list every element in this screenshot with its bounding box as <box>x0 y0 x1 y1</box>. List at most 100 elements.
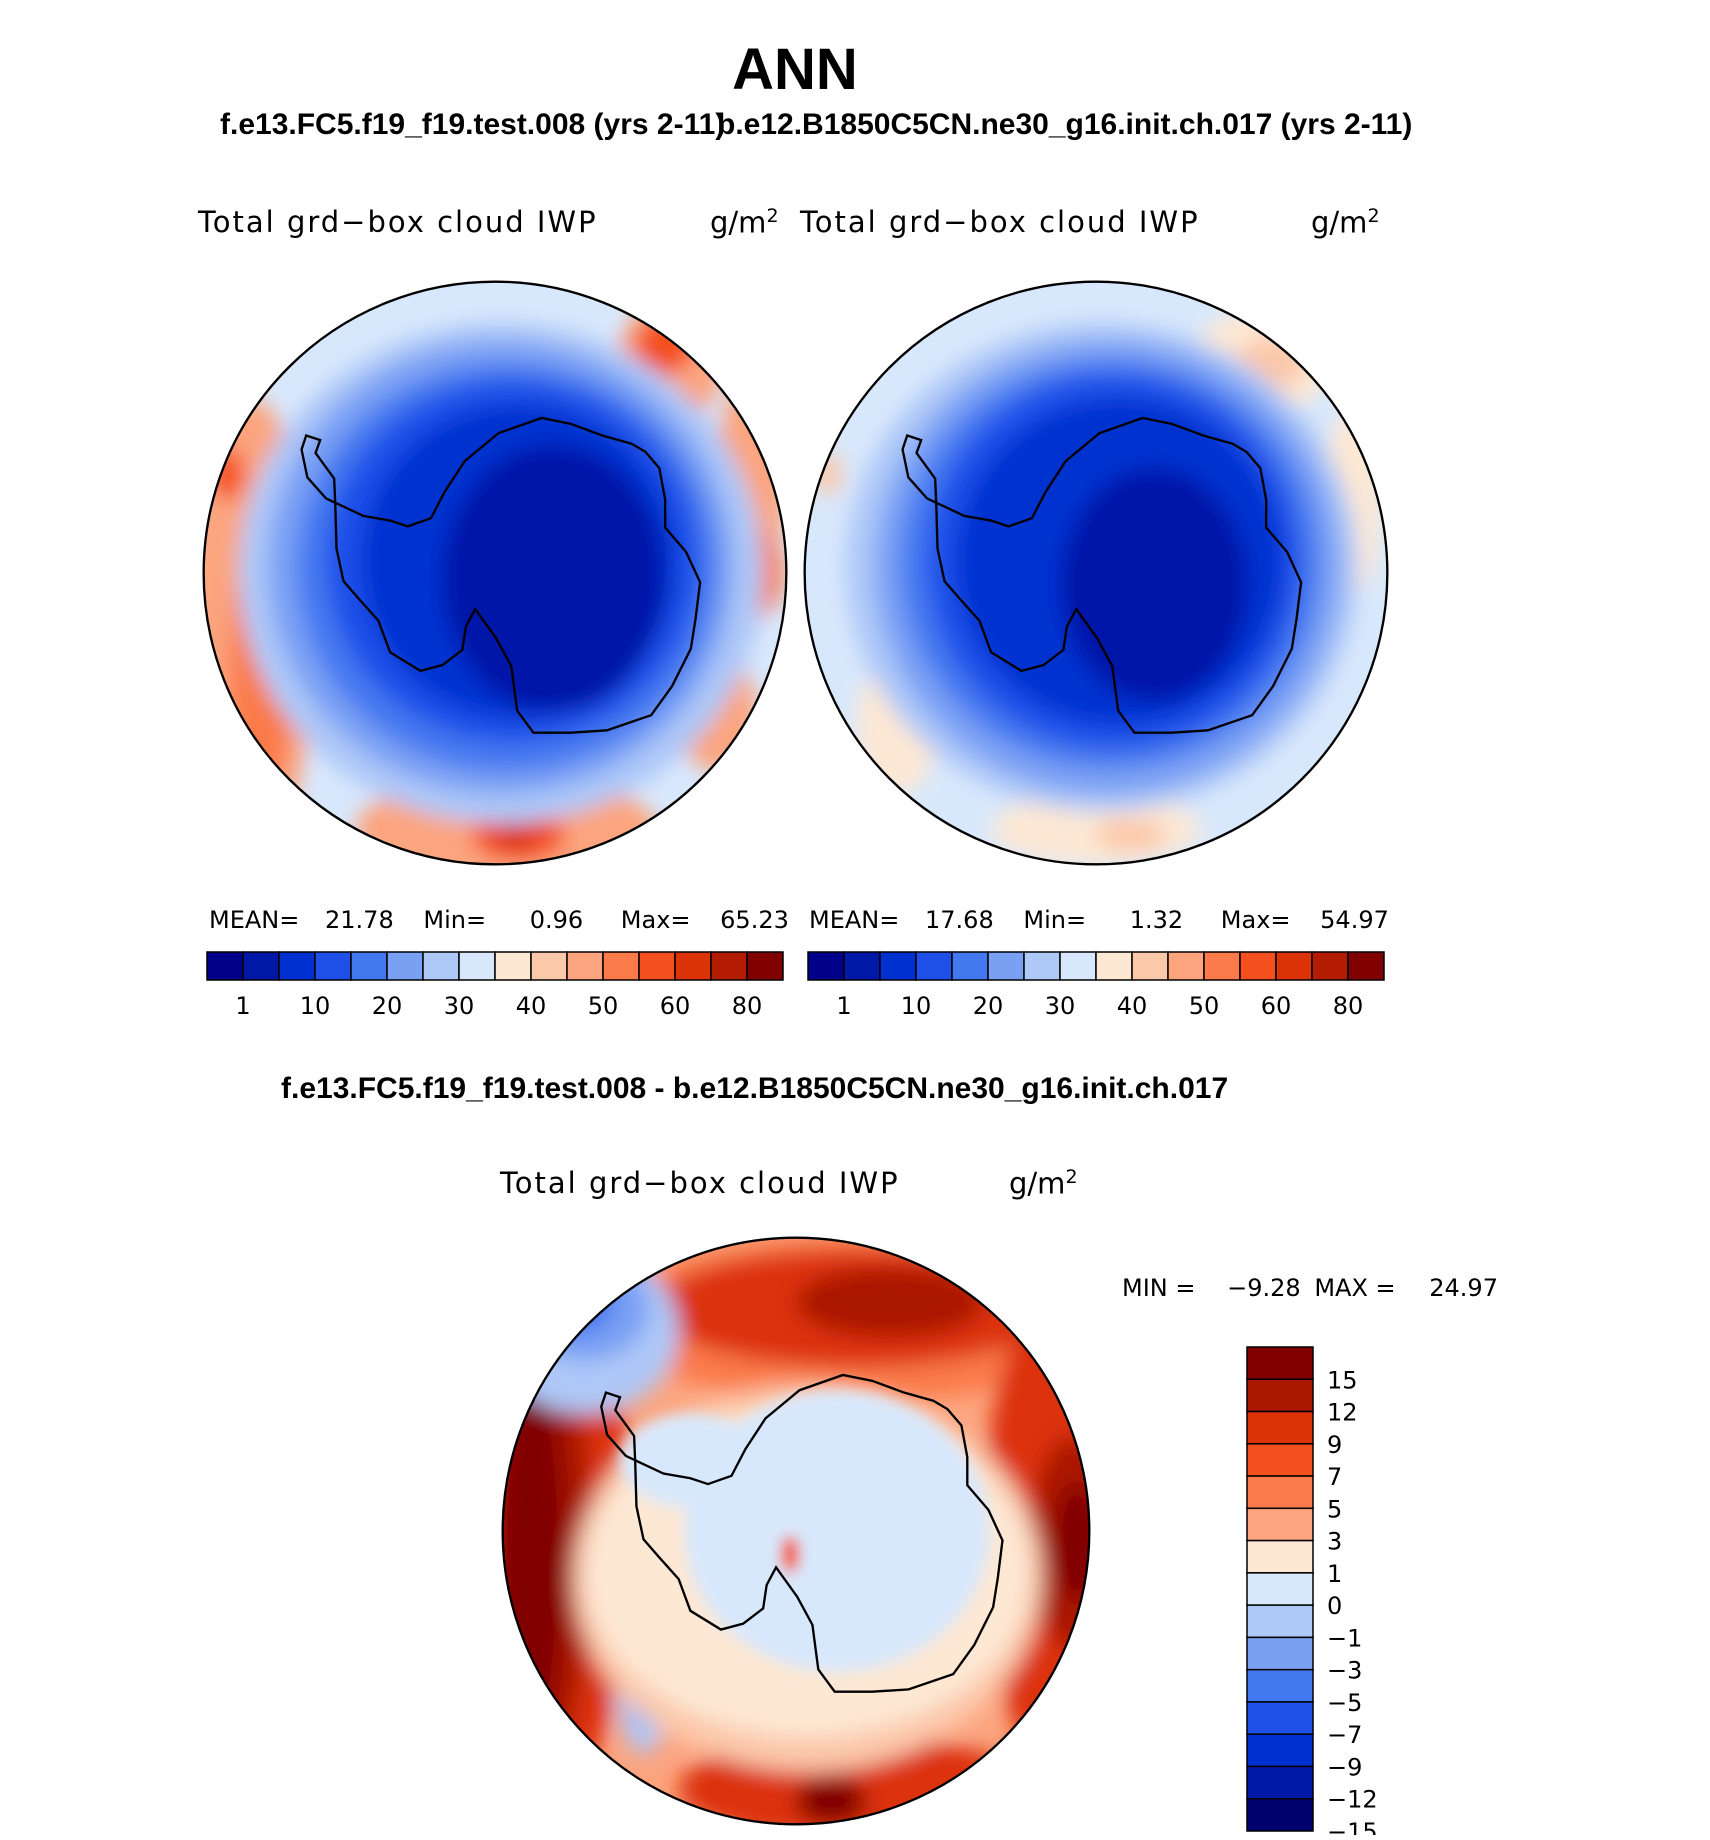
colorbar-0-tick-label: 60 <box>660 992 691 1020</box>
diff-unit: g/m2 <box>1009 1166 1078 1201</box>
map-test <box>202 280 788 866</box>
diff-variable-label: Total grd−box cloud IWP <box>500 1166 900 1200</box>
figure-title: ANN <box>732 37 858 102</box>
diff-colorbar-tick-label: −15 <box>1327 1818 1378 1835</box>
diff-colorbar-box-0 <box>1246 1346 1314 1381</box>
panel-2-min-label: Min= <box>1023 906 1087 934</box>
diff-colorbar-tick-label: −3 <box>1327 1657 1362 1685</box>
panel-2-variable-label: Total grd−box cloud IWP <box>800 205 1200 239</box>
diff-colorbar-tick-label: 1 <box>1327 1560 1342 1588</box>
colorbar-0-box-11 <box>602 951 640 981</box>
diff-colorbar-box-11 <box>1246 1701 1314 1735</box>
panel-2-max: 54.97 <box>1320 906 1389 934</box>
diff-colorbar-tick-label: 12 <box>1327 1399 1358 1427</box>
diff-colorbar-tick-label: 9 <box>1327 1431 1342 1459</box>
colorbar-1-tick-label: 80 <box>1333 992 1364 1020</box>
colorbar-0-box-0 <box>206 951 244 981</box>
diff-colorbar-tick-label: −12 <box>1327 1786 1378 1814</box>
diff-colorbar-tick-label: −5 <box>1327 1689 1362 1717</box>
colorbar-0-box-9 <box>530 951 568 981</box>
difference-title: f.e13.FC5.f19_f19.test.008 - b.e12.B1850… <box>281 1072 1229 1105</box>
diff-colorbar-box-12 <box>1246 1733 1314 1768</box>
diff-stats: MIN = −9.28 MAX = 24.97 <box>1122 1274 1498 1302</box>
colorbar-0-box-1 <box>242 951 280 981</box>
colorbar-1-box-11 <box>1203 951 1241 981</box>
panel-2-stats: MEAN= 17.68 Min= 1.32 Max= 54.97 <box>809 906 1389 934</box>
colorbar-0-box-2 <box>278 951 316 981</box>
colorbar-1-box-13 <box>1275 951 1313 981</box>
diff-colorbar-box-3 <box>1246 1443 1314 1477</box>
panel-1-variable-label: Total grd−box cloud IWP <box>198 205 598 239</box>
diff-colorbar-box-8 <box>1246 1604 1314 1639</box>
colorbar-0-box-10 <box>566 951 604 981</box>
colorbar-0-box-14 <box>710 951 748 981</box>
colorbar-1-box-1 <box>843 951 881 981</box>
diff-max-label: MAX = <box>1314 1274 1396 1302</box>
panel-1-mean: 21.78 <box>325 906 394 934</box>
colorbar-1-tick-label: 1 <box>836 992 851 1020</box>
colorbar-test: 1 10 20 30 40 50 60 80 <box>206 951 784 1020</box>
diff-colorbar-box-1 <box>1246 1378 1314 1413</box>
diff-min-label: MIN = <box>1122 1274 1196 1302</box>
colorbar-0-box-6 <box>422 951 460 981</box>
colorbar-0-box-4 <box>350 951 388 981</box>
diff-colorbar-box-9 <box>1246 1636 1314 1671</box>
colorbar-0-tick-label: 20 <box>372 992 403 1020</box>
colorbar-1-box-2 <box>879 951 917 981</box>
colorbar-1-box-0 <box>807 951 845 981</box>
colorbar-0-box-7 <box>458 951 496 981</box>
diff-max: 24.97 <box>1429 1274 1498 1302</box>
test-case-title: f.e13.FC5.f19_f19.test.008 (yrs 2-11) <box>220 108 726 141</box>
colorbar-1-box-12 <box>1239 951 1277 981</box>
diff-colorbar-box-7 <box>1246 1572 1314 1606</box>
colorbar-1-tick-label: 10 <box>901 992 932 1020</box>
colorbar-1-tick-label: 50 <box>1189 992 1220 1020</box>
diff-colorbar-tick-label: 0 <box>1327 1592 1342 1620</box>
panel-1-mean-label: MEAN= <box>209 906 300 934</box>
colorbar-0-tick-label: 80 <box>732 992 763 1020</box>
colorbar-1-box-4 <box>951 951 989 981</box>
colorbar-control: 1 10 20 30 40 50 60 80 <box>807 951 1385 1020</box>
colorbar-1-box-3 <box>915 951 953 981</box>
colorbar-0-box-15 <box>746 951 784 981</box>
colorbar-0-tick-label: 10 <box>300 992 331 1020</box>
colorbar-0-box-12 <box>638 951 676 981</box>
colorbar-1-box-5 <box>987 951 1025 981</box>
diff-colorbar-tick-label: −9 <box>1327 1753 1362 1781</box>
map-difference <box>501 1236 1091 1826</box>
diff-colorbar-box-14 <box>1246 1797 1314 1832</box>
colorbar-1-tick-label: 20 <box>973 992 1004 1020</box>
colorbar-0-tick-label: 40 <box>516 992 547 1020</box>
panel-2-unit: g/m2 <box>1311 205 1380 240</box>
colorbar-1-box-6 <box>1023 951 1061 981</box>
panel-1-min-label: Min= <box>423 906 487 934</box>
diff-min: −9.28 <box>1227 1274 1301 1302</box>
colorbar-1-tick-label: 60 <box>1261 992 1292 1020</box>
diff-colorbar-tick-label: 15 <box>1327 1366 1358 1394</box>
colorbar-1-box-10 <box>1167 951 1205 981</box>
panel-1-max: 65.23 <box>720 906 789 934</box>
diff-colorbar-box-10 <box>1246 1668 1314 1703</box>
panel-1-max-label: Max= <box>620 906 691 934</box>
colorbar-1-box-7 <box>1059 951 1097 981</box>
colorbar-0-tick-label: 1 <box>235 992 250 1020</box>
colorbar-0-box-8 <box>494 951 532 981</box>
diff-colorbar-tick-label: 3 <box>1327 1528 1342 1556</box>
colorbar-0-tick-label: 30 <box>444 992 475 1020</box>
panel-1-stats: MEAN= 21.78 Min= 0.96 Max= 65.23 <box>209 906 789 934</box>
diff-colorbar-box-2 <box>1246 1410 1314 1445</box>
panel-1-min: 0.96 <box>529 906 584 934</box>
diff-colorbar-tick-label: −7 <box>1327 1721 1362 1749</box>
colorbar-1-box-8 <box>1095 951 1133 981</box>
diff-colorbar-tick-label: 7 <box>1327 1463 1342 1491</box>
colorbar-0-box-3 <box>314 951 352 981</box>
colorbar-1-tick-label: 40 <box>1117 992 1148 1020</box>
map-control <box>803 280 1389 866</box>
colorbar-0-box-13 <box>674 951 712 981</box>
control-case-title: b.e12.B1850C5CN.ne30_g16.init.ch.017 (yr… <box>717 108 1413 141</box>
colorbar-1-box-14 <box>1311 951 1349 981</box>
diff-colorbar-box-6 <box>1246 1539 1314 1574</box>
colorbar-0-box-5 <box>386 951 424 981</box>
diff-colorbar-box-13 <box>1246 1765 1314 1800</box>
colorbar-0-tick-label: 50 <box>588 992 619 1020</box>
